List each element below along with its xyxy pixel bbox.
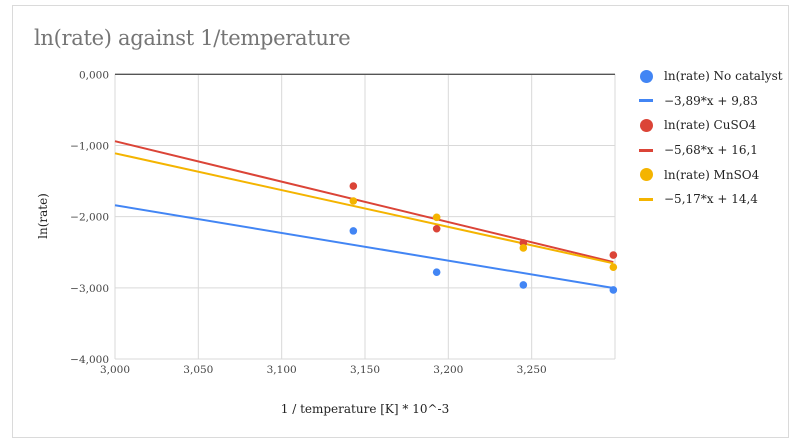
- legend-marker-icon: [640, 168, 653, 182]
- legend-marker-icon: [640, 118, 653, 132]
- data-point: [432, 268, 441, 276]
- y-tick-label: −1,000: [70, 140, 109, 152]
- x-tick-label: 3,150: [350, 364, 380, 376]
- legend-line-icon: [639, 99, 653, 103]
- y-tick-labels: 0,000 −1,000 −2,000 −3,000 −4,000: [70, 69, 109, 366]
- x-tick-labels: 3,000 3,050 3,100 3,150 3,200 3,250: [100, 364, 547, 376]
- data-point: [609, 286, 618, 294]
- legend-trendline-label: −5,68*x + 16,1: [664, 143, 758, 158]
- y-axis-label: ln(rate): [36, 193, 50, 239]
- x-axis-label: 1 / temperature [K] * 10^-3: [281, 402, 449, 416]
- legend-item: ln(rate) MnSO4: [638, 162, 783, 187]
- legend: ln(rate) No catalyst −3,89*x + 9,83 ln(rat…: [638, 64, 783, 212]
- data-point: [519, 244, 528, 252]
- legend-item-trendline: −5,68*x + 16,1: [638, 138, 783, 163]
- trendline: [114, 140, 614, 264]
- gridlines: [114, 73, 616, 360]
- legend-trendline-label: −3,89*x + 9,83: [664, 93, 758, 108]
- data-point: [609, 263, 618, 271]
- data-point: [349, 197, 358, 205]
- legend-line-icon: [639, 197, 653, 201]
- legend-item: ln(rate) CuSO4: [638, 113, 783, 138]
- data-point: [519, 281, 528, 289]
- x-tick-label: 3,200: [433, 364, 463, 376]
- legend-label: ln(rate) CuSO4: [664, 118, 757, 133]
- y-tick-label: −2,000: [70, 212, 109, 224]
- legend-marker-icon: [640, 69, 653, 83]
- x-tick-label: 3,050: [183, 364, 213, 376]
- data-point: [432, 213, 441, 222]
- legend-line-icon: [639, 148, 653, 152]
- data-point: [349, 182, 358, 190]
- data-point: [609, 251, 618, 259]
- y-tick-label: 0,000: [79, 69, 109, 81]
- y-tick-label: −4,000: [70, 354, 109, 366]
- x-tick-label: 3,000: [100, 364, 130, 376]
- data-point: [349, 227, 358, 235]
- y-tick-label: −3,000: [70, 283, 109, 295]
- legend-item: ln(rate) No catalyst: [638, 64, 783, 89]
- legend-trendline-label: −5,17*x + 14,4: [664, 192, 758, 207]
- legend-label: ln(rate) No catalyst: [664, 69, 783, 84]
- legend-item-trendline: −5,17*x + 14,4: [638, 187, 783, 212]
- legend-item-trendline: −3,89*x + 9,83: [638, 89, 783, 114]
- x-tick-label: 3,250: [517, 364, 547, 376]
- chart-title: ln(rate) against 1/temperature: [34, 26, 351, 50]
- trendline: [114, 152, 614, 265]
- chart-frame: [12, 5, 789, 438]
- data-points: [349, 182, 618, 294]
- data-point: [432, 224, 441, 233]
- x-tick-label: 3,100: [267, 364, 297, 376]
- trendline: [114, 204, 614, 290]
- legend-label: ln(rate) MnSO4: [664, 167, 760, 182]
- trendlines: [114, 140, 614, 290]
